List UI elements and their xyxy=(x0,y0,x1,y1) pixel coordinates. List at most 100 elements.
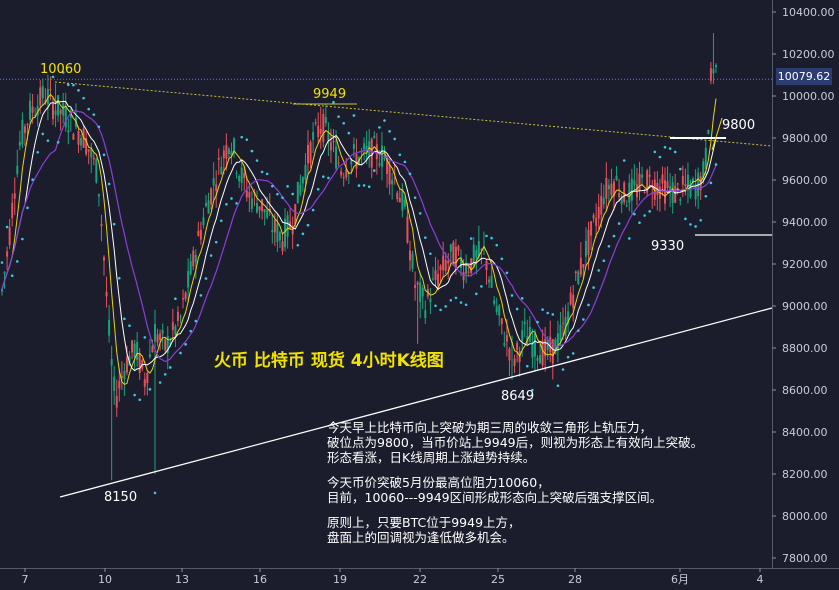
sar-dot xyxy=(276,192,279,196)
sar-dot xyxy=(571,352,575,355)
sar-dot xyxy=(439,308,442,312)
sar-dot xyxy=(714,163,718,166)
candle-body xyxy=(299,184,302,195)
candle-body xyxy=(429,298,432,303)
candle-body xyxy=(291,229,294,235)
candle-body xyxy=(34,115,37,117)
sar-dot xyxy=(515,307,519,311)
candle-body xyxy=(342,177,345,179)
candle-body xyxy=(414,284,417,288)
candle-body xyxy=(467,271,470,273)
sar-dot xyxy=(291,192,295,196)
sar-dot xyxy=(5,225,9,229)
sar-dot xyxy=(383,119,386,122)
candle-body xyxy=(29,100,32,120)
candle-body xyxy=(444,259,447,271)
y-tick-label: 8800.00 xyxy=(782,342,828,355)
ma-fast-line xyxy=(1,93,717,385)
breakout-pointer xyxy=(711,117,723,151)
candle-body xyxy=(39,87,42,106)
candle-body xyxy=(261,199,264,212)
sar-dot xyxy=(653,150,657,154)
sar-dot xyxy=(490,236,493,240)
candle-body xyxy=(411,253,414,269)
candle-body xyxy=(115,395,118,408)
sar-dot xyxy=(454,296,458,300)
sar-dot xyxy=(378,126,381,129)
sar-dot xyxy=(566,355,570,359)
sar-dot xyxy=(15,260,19,263)
sar-dot xyxy=(429,252,432,256)
candle-body xyxy=(309,142,312,163)
candle-body xyxy=(250,198,253,209)
candle-body xyxy=(217,158,220,160)
candle-body xyxy=(240,167,243,183)
sar-dot xyxy=(612,234,616,238)
y-tick-label: 8400.00 xyxy=(782,426,828,439)
candle-body xyxy=(189,261,192,275)
candle-body xyxy=(301,177,304,184)
sar-dot xyxy=(214,240,218,244)
candle-body xyxy=(11,202,14,219)
sar-dot xyxy=(434,304,437,308)
candle-body xyxy=(437,273,440,286)
candle-body xyxy=(363,143,366,150)
sar-dot xyxy=(480,285,483,288)
candle-body xyxy=(225,144,228,159)
candle-body xyxy=(355,153,358,169)
candle-body xyxy=(44,100,47,103)
y-tick-label: 9000.00 xyxy=(782,300,828,313)
sar-dot xyxy=(204,277,208,280)
candle-body xyxy=(327,131,330,143)
sar-dot xyxy=(679,167,682,171)
candle-body xyxy=(281,241,284,251)
candle-body xyxy=(103,257,105,261)
candle-body xyxy=(531,341,534,358)
sar-dot xyxy=(209,254,213,257)
candle-body xyxy=(118,380,121,389)
analysis-line: 盘面上的回调视为逢低做多机会。 xyxy=(327,530,515,545)
y-tick-label: 7800.00 xyxy=(782,552,828,565)
sar-dot xyxy=(102,153,106,157)
sar-dot xyxy=(444,305,448,308)
sar-dot xyxy=(143,336,147,339)
candle-body xyxy=(615,176,618,180)
candle-body xyxy=(401,189,404,211)
x-tick-label: 6月 xyxy=(671,573,689,586)
candle-body xyxy=(199,229,202,240)
sar-dot xyxy=(709,181,713,185)
candle-body xyxy=(378,163,381,166)
candle-body xyxy=(174,326,177,336)
candle-body xyxy=(500,318,503,325)
y-tick-label: 10400.00 xyxy=(782,6,835,19)
candle-body xyxy=(597,206,600,219)
x-tick-label: 19 xyxy=(333,573,347,586)
candle-body xyxy=(686,174,689,187)
sar-dot xyxy=(531,388,534,392)
sar-dot xyxy=(347,131,351,135)
candle-body xyxy=(692,178,695,183)
candle-body xyxy=(498,305,501,316)
sar-dot xyxy=(475,292,478,296)
sar-dot xyxy=(633,212,636,216)
sar-dot xyxy=(169,366,172,369)
candle-body xyxy=(403,199,406,207)
candle-body xyxy=(138,353,141,373)
candle-body xyxy=(477,240,480,257)
sar-dot xyxy=(357,184,361,187)
candle-body xyxy=(709,68,712,81)
sar-dot xyxy=(306,223,310,227)
candle-body xyxy=(704,147,707,169)
candle-body xyxy=(559,324,562,341)
sar-dot xyxy=(658,155,662,159)
sar-dot xyxy=(112,222,116,226)
candle-body xyxy=(625,205,628,207)
candle-body xyxy=(416,282,419,285)
sar-dot xyxy=(311,208,315,212)
candle-body xyxy=(620,196,623,205)
candle-body xyxy=(207,200,210,214)
candle-body xyxy=(184,292,187,300)
y-tick-label: 9800.00 xyxy=(782,132,828,145)
analysis-line: 形态看涨，日K线周期上涨趋势持续。 xyxy=(327,450,536,465)
sar-dot xyxy=(255,159,259,162)
